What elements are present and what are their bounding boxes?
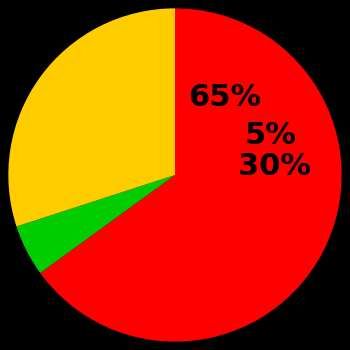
Text: 30%: 30% [238,152,311,181]
Wedge shape [8,8,175,226]
Wedge shape [16,175,175,273]
Text: 5%: 5% [245,121,296,150]
Wedge shape [40,8,342,342]
Text: 65%: 65% [188,83,261,112]
